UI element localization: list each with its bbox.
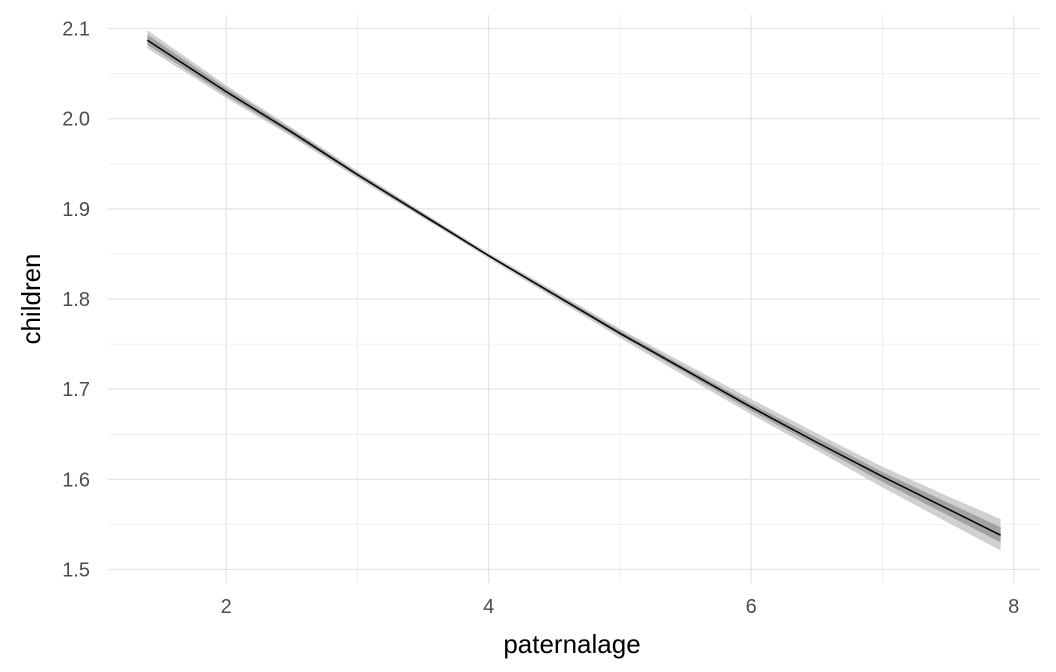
x-tick-label: 6 <box>746 596 757 618</box>
y-axis-ticks: 1.5 1.6 1.7 1.8 1.9 2.0 2.1 <box>62 19 90 582</box>
confidence-band-inner <box>147 34 1001 543</box>
x-tick-label: 2 <box>221 596 232 618</box>
y-tick-label: 1.6 <box>62 469 90 491</box>
x-tick-label: 4 <box>483 596 494 618</box>
y-tick-label: 1.8 <box>62 289 90 311</box>
y-axis-title: children <box>16 253 46 344</box>
y-tick-label: 2.0 <box>62 109 90 131</box>
x-axis-ticks: 2 4 6 8 <box>221 596 1020 618</box>
confidence-bands <box>147 30 1001 551</box>
y-tick-label: 2.1 <box>62 19 90 41</box>
y-tick-label: 1.9 <box>62 199 90 221</box>
grid-minor <box>108 15 1040 583</box>
y-tick-label: 1.5 <box>62 559 90 581</box>
confidence-band-outer <box>147 30 1001 551</box>
series-line <box>146 39 1001 536</box>
series-layer <box>146 39 1001 536</box>
y-tick-label: 1.7 <box>62 379 90 401</box>
x-tick-label: 8 <box>1008 596 1019 618</box>
x-axis-title: paternalage <box>503 629 640 659</box>
